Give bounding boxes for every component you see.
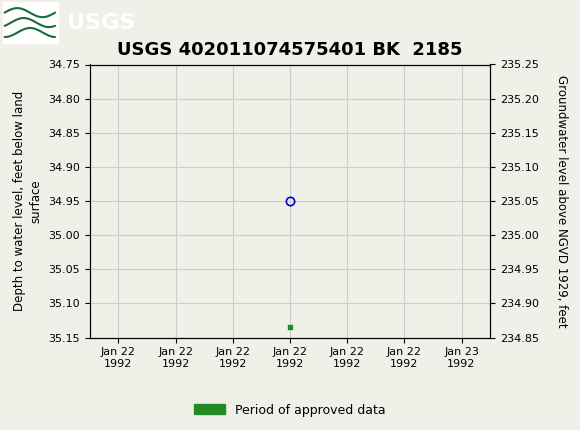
Y-axis label: Groundwater level above NGVD 1929, feet: Groundwater level above NGVD 1929, feet [556,75,568,327]
Text: USGS: USGS [67,12,135,33]
FancyBboxPatch shape [3,2,58,43]
Title: USGS 402011074575401 BK  2185: USGS 402011074575401 BK 2185 [117,41,463,59]
Y-axis label: Depth to water level, feet below land
surface: Depth to water level, feet below land su… [13,91,43,311]
Legend: Period of approved data: Period of approved data [189,399,391,421]
